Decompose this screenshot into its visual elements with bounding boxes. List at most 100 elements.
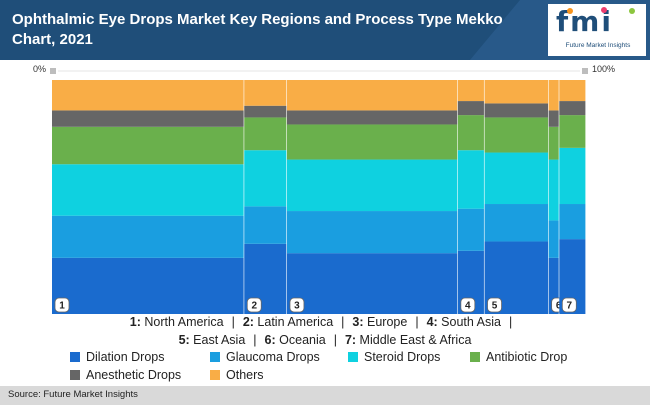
mekko-segment-6-others (548, 80, 560, 111)
region-badge-label-3: 3 (294, 301, 300, 312)
axis-label-100: 100% (592, 64, 616, 74)
region-legend-separator: | (253, 333, 257, 347)
legend-swatch (470, 352, 480, 362)
region-badge-label-5: 5 (492, 301, 498, 312)
region-legend-name: Oceania (275, 333, 326, 347)
region-legend-number: 2: (242, 315, 254, 329)
mekko-segment-3-antibiotic-drop (286, 124, 458, 160)
mekko-segment-1-steroid-drops (52, 164, 245, 216)
region-legend-item-1: 5: East Asia (179, 333, 246, 347)
mekko-segment-3-others (286, 80, 458, 111)
chart-title: Ophthalmic Eye Drops Market Key Regions … (12, 11, 503, 48)
footer-bar: Source: Future Market Insights (0, 386, 650, 405)
legend-label: Antibiotic Drop (486, 350, 568, 364)
region-legend-item-4: 4: South Asia (427, 315, 501, 329)
mekko-segment-1-antibiotic-drop (52, 126, 245, 165)
legend-swatch (70, 352, 80, 362)
mekko-segment-2-anesthetic-drops (244, 105, 287, 118)
mekko-segment-1-others (52, 80, 245, 111)
fmi-logo: fmi Future Market Insights (548, 4, 646, 56)
mekko-segment-2-others (244, 80, 287, 106)
mekko-segment-2-steroid-drops (244, 150, 287, 207)
legend-label: Steroid Drops (364, 350, 441, 364)
region-badge-label-1: 1 (59, 301, 65, 312)
logo-dots-icon (567, 7, 635, 14)
region-legend-name: Middle East & Africa (356, 333, 472, 347)
mekko-segment-6-glaucoma-drops (548, 220, 560, 258)
mekko-segment-6-dilation-drops (548, 257, 560, 314)
legend-label: Others (226, 368, 264, 382)
series-legend-item-anesthetic-drops: Anesthetic Drops (70, 368, 181, 382)
mekko-segment-4-glaucoma-drops (457, 208, 485, 251)
mekko-segment-7-glaucoma-drops (559, 204, 586, 240)
series-legend-item-glaucoma-drops: Glaucoma Drops (210, 350, 320, 364)
mekko-segment-3-steroid-drops (286, 159, 458, 212)
mekko-segment-6-steroid-drops (548, 159, 560, 221)
region-badge-1 (54, 297, 70, 313)
series-legend-item-dilation-drops: Dilation Drops (70, 350, 165, 364)
mekko-segment-6-antibiotic-drop (548, 126, 560, 160)
region-badge-4 (460, 297, 476, 313)
region-legend-line-1: 1: North America | 2: Latin America | 3: Eur… (0, 315, 650, 329)
region-legend-item-2: 2: Latin America (243, 315, 333, 329)
legend-label: Dilation Drops (86, 350, 165, 364)
logo-subtext: Future Market Insights (565, 42, 631, 49)
series-legend-item-steroid-drops: Steroid Drops (348, 350, 440, 364)
mekko-segment-4-others (457, 80, 485, 102)
region-legend-number: 1: (129, 315, 141, 329)
region-legend-item-1: 1: North America (130, 315, 224, 329)
legend-label: Glaucoma Drops (226, 350, 320, 364)
source-text: Source: Future Market Insights (8, 389, 138, 400)
region-legend-name: South Asia (437, 315, 501, 329)
legend-swatch (348, 352, 358, 362)
legend-swatch (210, 370, 220, 380)
region-badge-label-6: 6 (556, 301, 562, 312)
region-legend-item-2: 6: Oceania (265, 333, 326, 347)
region-legend-separator: | (508, 315, 513, 329)
mekko-segment-5-steroid-drops (484, 152, 549, 205)
mekko-segment-5-others (484, 80, 549, 104)
mekko-segment-4-anesthetic-drops (457, 101, 485, 116)
mekko-segment-1-glaucoma-drops (52, 215, 245, 258)
region-legend-name: Latin America (253, 315, 334, 329)
region-legend-line-2: 5: East Asia | 6: Oceania | 7: Middle East &… (0, 333, 650, 347)
mekko-segment-6-anesthetic-drops (548, 110, 560, 127)
mekko-segment-5-anesthetic-drops (484, 103, 549, 118)
mekko-segment-4-antibiotic-drop (457, 115, 485, 151)
mekko-segment-5-glaucoma-drops (484, 204, 549, 242)
series-legend-item-antibiotic-drop: Antibiotic Drop (470, 350, 567, 364)
region-badge-label-4: 4 (465, 301, 471, 312)
region-badge-7 (561, 297, 577, 313)
region-legend-name: Europe (363, 315, 408, 329)
mekko-segment-3-anesthetic-drops (286, 110, 458, 125)
region-badge-label-2: 2 (251, 301, 257, 312)
mekko-segment-4-steroid-drops (457, 150, 485, 209)
region-badge-label-7: 7 (567, 301, 573, 312)
axis-tick-start (50, 68, 56, 74)
region-badge-2 (246, 297, 262, 313)
region-legend-number: 7: (344, 333, 357, 347)
legend-swatch (70, 370, 80, 380)
region-legend-number: 3: (352, 315, 364, 329)
mekko-segment-5-antibiotic-drop (484, 117, 549, 153)
header-banner: Ophthalmic Eye Drops Market Key Regions … (0, 0, 650, 60)
mekko-segment-7-steroid-drops (559, 147, 586, 205)
mekko-segment-3-glaucoma-drops (286, 211, 458, 254)
region-legend-number: 4: (426, 315, 438, 329)
region-legend-separator: | (231, 315, 235, 329)
region-legend-number: 5: (178, 333, 190, 347)
mekko-segment-3-dilation-drops (286, 253, 458, 314)
region-badge-5 (487, 297, 502, 313)
axis-label-0: 0% (33, 64, 47, 74)
region-legend-item-3: 7: Middle East & Africa (345, 333, 471, 347)
legend-label: Anesthetic Drops (86, 368, 182, 382)
region-badge-3 (289, 297, 305, 313)
mekko-segment-2-glaucoma-drops (244, 206, 287, 244)
mekko-segment-7-anesthetic-drops (559, 101, 586, 116)
mekko-segment-2-antibiotic-drop (244, 117, 287, 151)
mekko-segment-1-dilation-drops (52, 257, 245, 314)
region-legend-name: East Asia (189, 333, 246, 347)
series-legend-item-others: Others (210, 368, 264, 382)
region-legend-separator: | (415, 315, 419, 329)
